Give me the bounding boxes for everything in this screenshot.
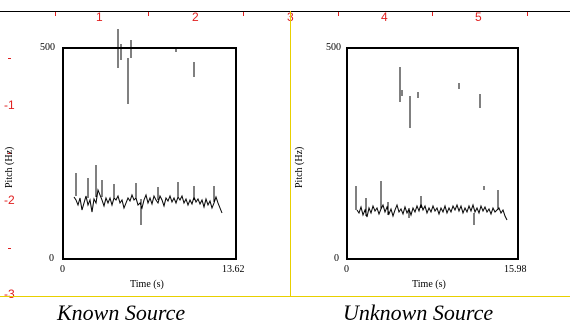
- left-y-min: 0: [49, 253, 54, 264]
- left-x-axis-label: Time (s): [130, 279, 164, 290]
- ruler-tick: [432, 12, 433, 16]
- left-x-max: 13.62: [222, 264, 245, 275]
- ruler-tick: [338, 12, 339, 16]
- ruler-tick: [8, 153, 11, 154]
- left-caption: Known Source: [57, 300, 186, 325]
- horizontal-ruler: [0, 11, 570, 12]
- left-y-max: 500: [40, 42, 55, 53]
- right-y-max: 500: [326, 42, 341, 53]
- ruler-tick: [527, 12, 528, 16]
- right-y-min: 0: [334, 253, 339, 264]
- ruler-tick: [55, 12, 56, 16]
- ruler-tick: [8, 248, 11, 249]
- ruler-number-1: 1: [96, 10, 103, 24]
- ruler-number-2: 2: [192, 10, 199, 24]
- ruler-number-neg2: -2: [4, 193, 15, 207]
- ruler-number-neg3: -3: [4, 287, 15, 301]
- right-x-max: 15.98: [504, 264, 527, 275]
- ruler-tick: [8, 58, 11, 59]
- right-x-min: 0: [344, 264, 349, 275]
- ruler-number-5: 5: [475, 10, 482, 24]
- left-plot-frame: [62, 47, 237, 260]
- vertical-guide[interactable]: [290, 11, 291, 296]
- ruler-tick: [243, 12, 244, 16]
- left-x-min: 0: [60, 264, 65, 275]
- right-plot-frame: [346, 47, 519, 260]
- horizontal-guide[interactable]: [0, 296, 570, 297]
- ruler-number-neg1: -1: [4, 98, 15, 112]
- ruler-number-4: 4: [381, 10, 388, 24]
- right-caption: Unknown Source: [343, 300, 494, 325]
- right-x-axis-label: Time (s): [412, 279, 446, 290]
- ruler-tick: [148, 12, 149, 16]
